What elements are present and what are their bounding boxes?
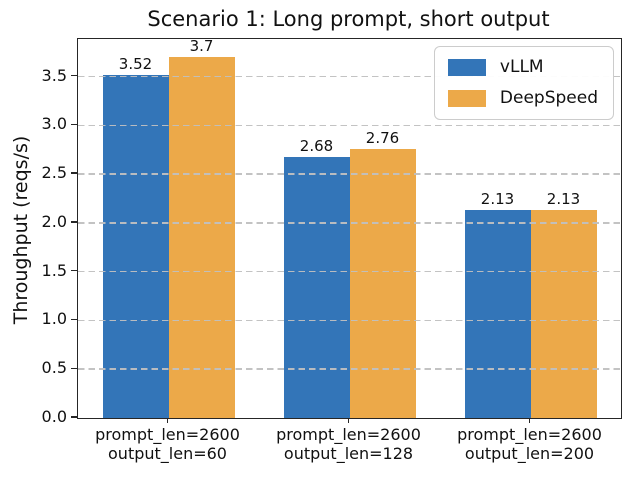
bar-deepspeed bbox=[168, 57, 235, 418]
chart-title: Scenario 1: Long prompt, short output bbox=[147, 7, 550, 31]
x-tick-label: prompt_len=2600 output_len=60 bbox=[48, 425, 288, 463]
bar-value-label: 3.7 bbox=[189, 37, 214, 56]
grid-line bbox=[78, 368, 621, 370]
legend-label: DeepSpeed bbox=[499, 88, 598, 108]
grid-line bbox=[78, 222, 621, 224]
bar-value-label: 2.13 bbox=[546, 190, 581, 209]
y-tick-mark bbox=[71, 270, 77, 272]
x-tick-label-line: prompt_len=2600 bbox=[457, 425, 602, 444]
x-tick-mark bbox=[528, 418, 531, 424]
legend-label: vLLM bbox=[499, 57, 544, 77]
y-tick-label: 0.5 bbox=[41, 358, 67, 378]
grid-line bbox=[78, 319, 621, 322]
y-tick-label: 3.5 bbox=[41, 65, 67, 85]
x-tick-label-line: prompt_len=2600 bbox=[276, 425, 421, 444]
bar-value-label: 2.68 bbox=[299, 136, 334, 155]
y-tick-mark bbox=[71, 367, 77, 369]
grid-line bbox=[78, 75, 621, 78]
y-tick-label: 1.5 bbox=[41, 260, 67, 280]
x-tick-label-line: prompt_len=2600 bbox=[95, 425, 240, 444]
bar-vllm bbox=[464, 210, 531, 418]
y-tick-mark bbox=[71, 74, 77, 77]
y-tick-label: 1.0 bbox=[41, 309, 67, 329]
x-tick-mark bbox=[347, 418, 350, 424]
bar-deepspeed bbox=[530, 210, 597, 418]
x-tick-label: prompt_len=2600 output_len=200 bbox=[410, 425, 640, 463]
bar-deepspeed bbox=[349, 148, 416, 418]
y-tick-mark bbox=[71, 172, 77, 174]
legend-item: DeepSpeed bbox=[447, 88, 598, 108]
legend-item: vLLM bbox=[447, 57, 598, 77]
legend: vLLM DeepSpeed bbox=[433, 46, 614, 120]
gridlines-layer bbox=[78, 39, 621, 418]
bar-vllm bbox=[283, 156, 350, 418]
y-tick-mark bbox=[71, 123, 77, 125]
y-tick-mark bbox=[71, 416, 77, 418]
bar-value-labels-layer: 3.52 3.7 2.68 2.76 2.13 2.13 bbox=[78, 37, 621, 418]
bars-layer bbox=[78, 39, 621, 418]
x-tick-label-line: output_len=60 bbox=[108, 444, 227, 463]
grid-line bbox=[78, 124, 621, 127]
bar-value-label: 3.52 bbox=[118, 54, 153, 73]
grid-line bbox=[78, 270, 621, 273]
y-tick-mark bbox=[71, 318, 77, 321]
bar-value-label: 2.13 bbox=[480, 190, 515, 209]
legend-swatch-vllm bbox=[447, 59, 486, 76]
y-tick-mark bbox=[71, 221, 77, 223]
bar-value-label: 2.76 bbox=[365, 128, 400, 147]
x-tick-label: prompt_len=2600 output_len=128 bbox=[229, 425, 469, 463]
legend-swatch-deepspeed bbox=[447, 90, 486, 107]
y-tick-label: 2.0 bbox=[41, 211, 67, 231]
x-tick-label-line: output_len=200 bbox=[464, 444, 595, 463]
bar-vllm bbox=[102, 74, 169, 418]
y-tick-label: 0.0 bbox=[41, 407, 67, 426]
y-tick-label: 2.5 bbox=[41, 163, 67, 183]
y-tick-label: 3.0 bbox=[41, 114, 67, 134]
grid-line bbox=[78, 173, 621, 175]
x-tick-mark bbox=[166, 418, 169, 424]
x-tick-label-line: output_len=128 bbox=[283, 444, 414, 463]
